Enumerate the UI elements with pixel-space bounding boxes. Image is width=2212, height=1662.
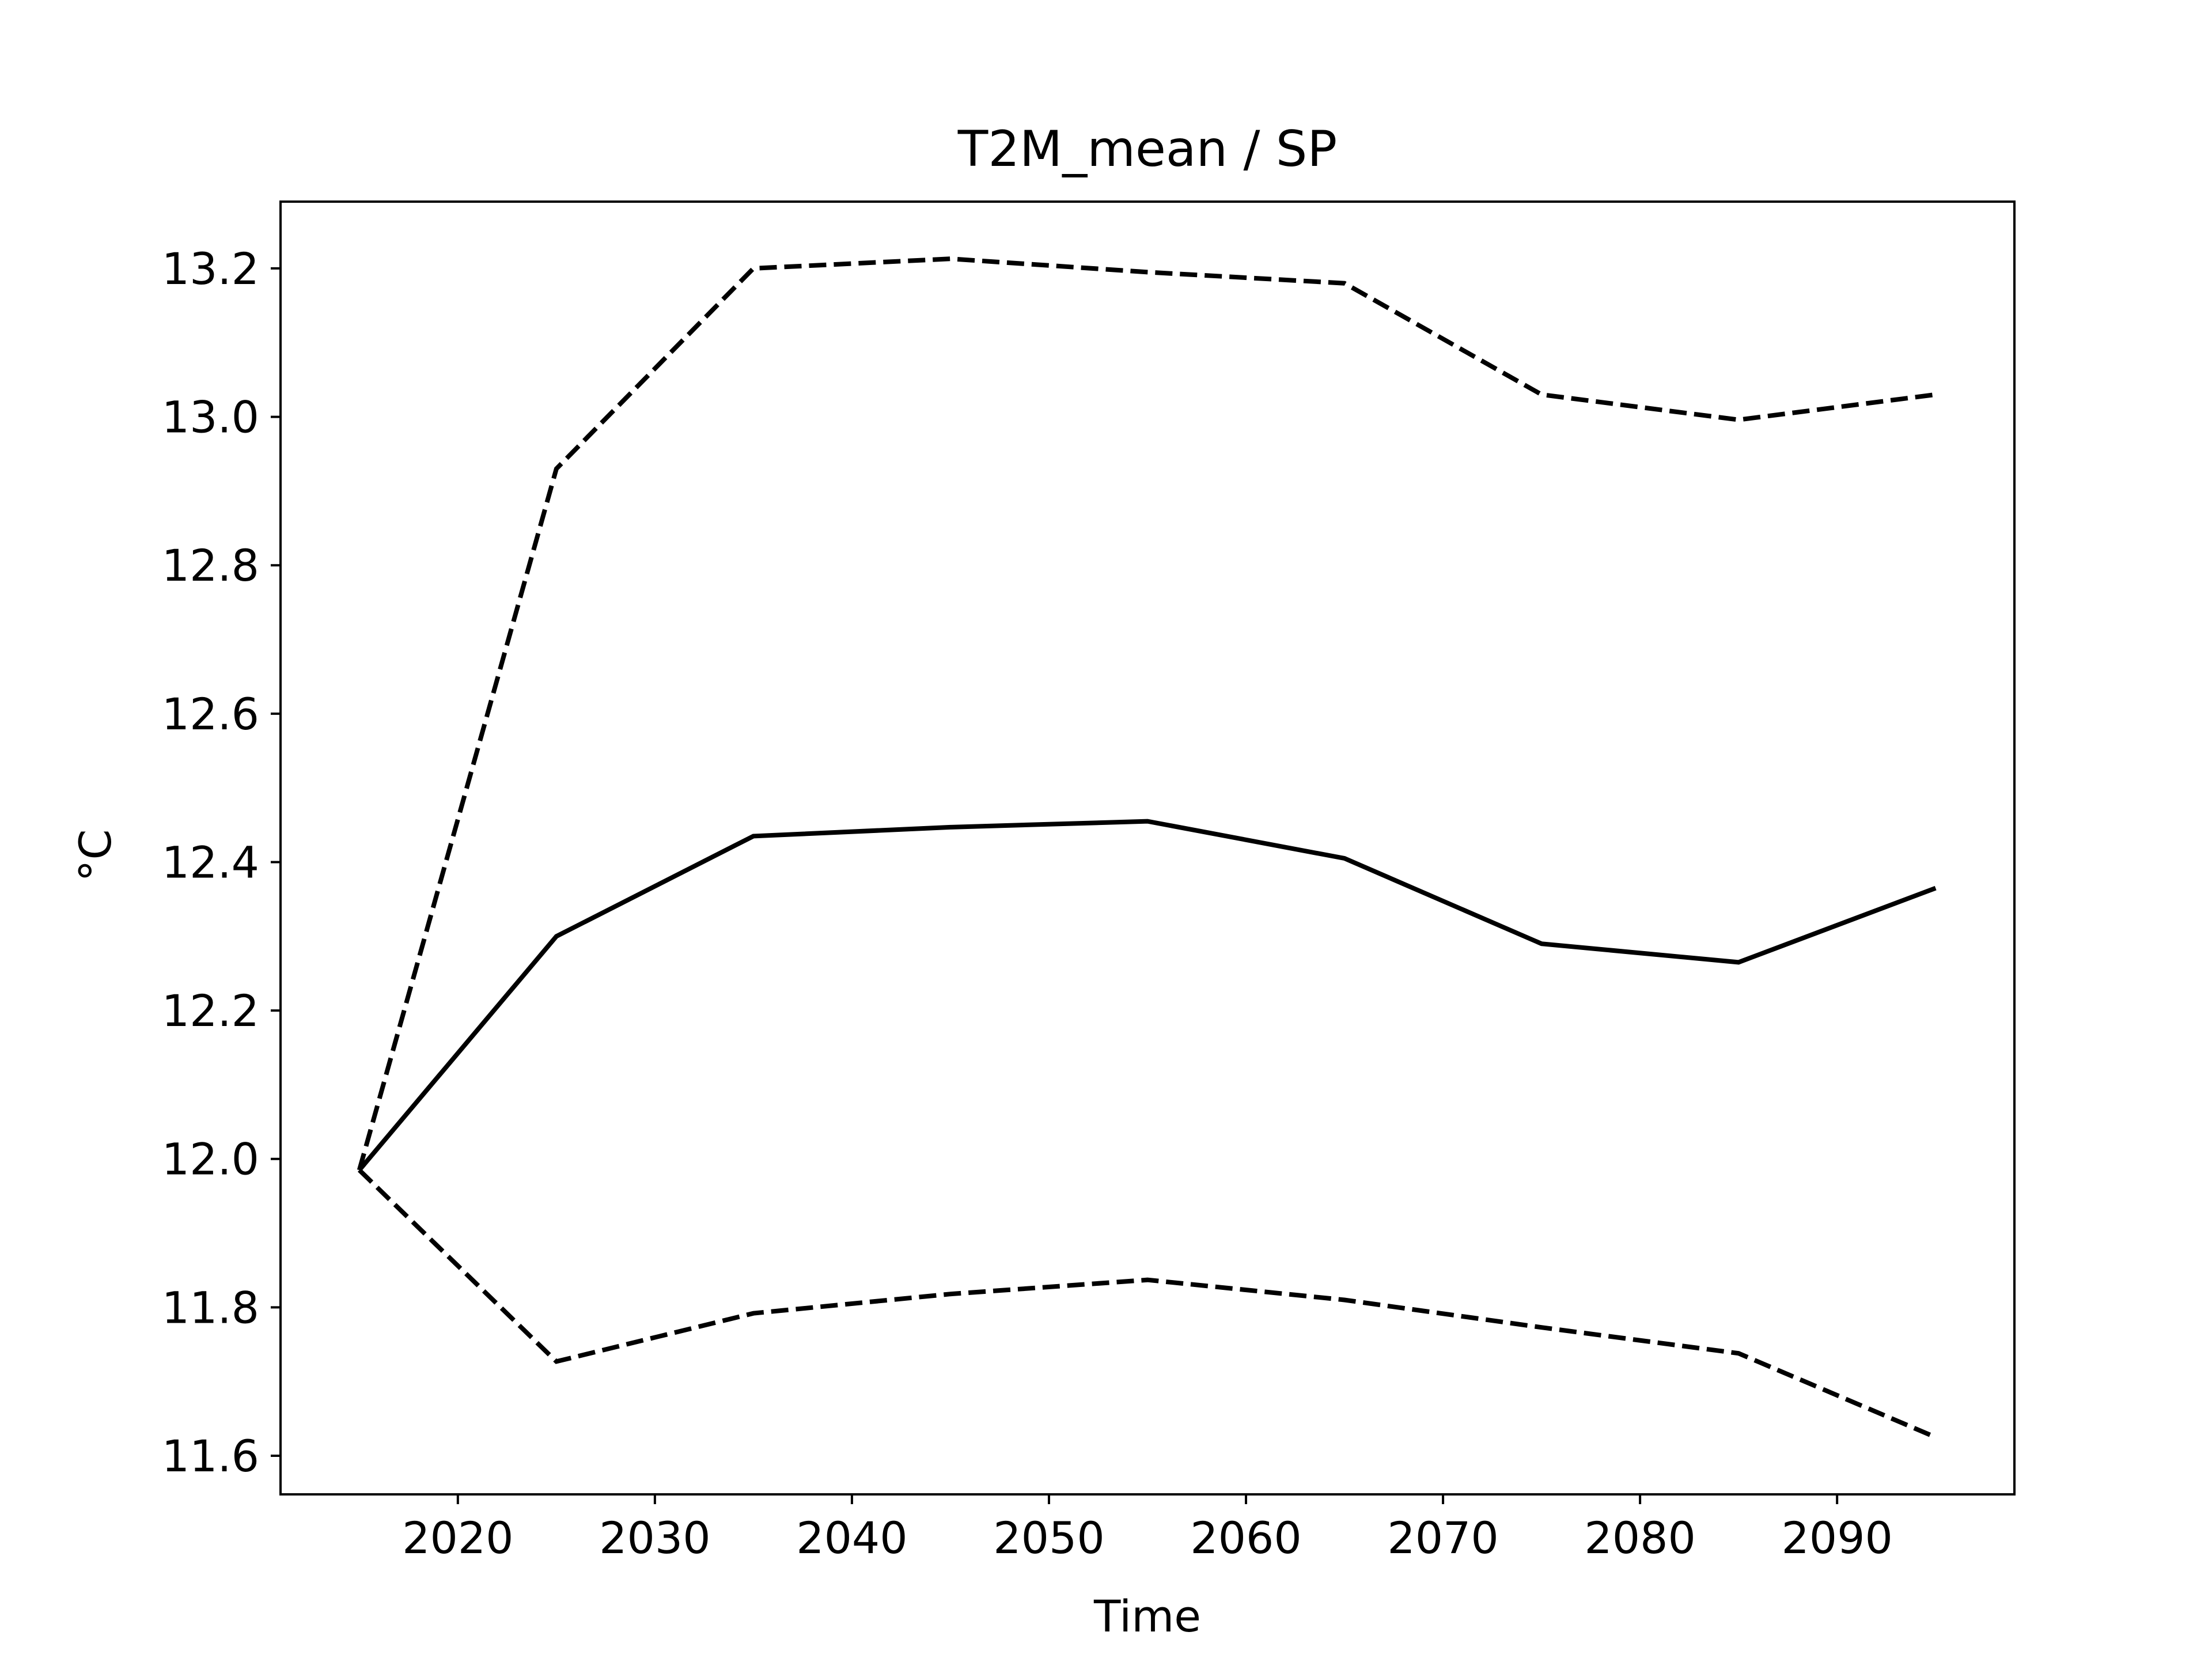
y-tick-label: 13.2 xyxy=(162,243,259,294)
dashed-series-line-1 xyxy=(357,256,1936,1171)
chart-title: T2M_mean / SP xyxy=(957,120,1337,178)
y-tick-label: 11.6 xyxy=(162,1430,259,1482)
x-tick-label: 2060 xyxy=(1190,1512,1301,1563)
x-tick-label: 2020 xyxy=(402,1512,513,1563)
y-tick-label: 13.0 xyxy=(162,392,259,443)
x-tick-label: 2090 xyxy=(1781,1512,1892,1563)
x-tick-label: 2080 xyxy=(1584,1512,1695,1563)
x-tick-label: 2070 xyxy=(1387,1512,1498,1563)
solid-series-line xyxy=(357,819,1937,1172)
y-tick-label: 12.2 xyxy=(162,985,259,1036)
y-tick-label: 12.6 xyxy=(162,688,259,740)
y-axis-ticks: 11.6 11.8 12.0 12.2 12.4 12.6 12.8 13.0 13.2 xyxy=(162,243,281,1482)
y-tick-label: 12.4 xyxy=(162,836,259,888)
plot-frame xyxy=(279,200,2016,1496)
y-axis-label: °C xyxy=(70,829,121,881)
x-tick-label: 2050 xyxy=(993,1512,1104,1563)
y-tick-label: 12.0 xyxy=(162,1134,259,1185)
x-tick-label: 2040 xyxy=(796,1512,907,1563)
series-layer xyxy=(357,256,1937,1440)
x-axis-ticks: 2020 2030 2040 2050 2060 2070 2080 2090 xyxy=(402,1494,1893,1563)
x-tick-label: 2030 xyxy=(599,1512,710,1563)
y-tick-label: 11.8 xyxy=(162,1282,259,1333)
dashed-series-line-2 xyxy=(358,1168,1937,1440)
x-axis-label: Time xyxy=(1093,1591,1201,1642)
y-tick-label: 12.8 xyxy=(162,540,259,591)
